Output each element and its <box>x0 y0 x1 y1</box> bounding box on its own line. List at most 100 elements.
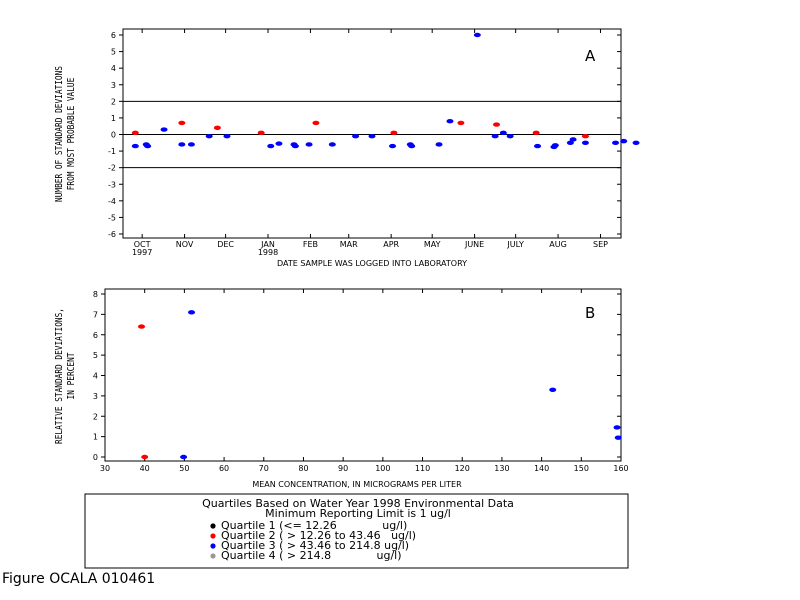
panel-b-xtick-label: 110 <box>415 464 430 473</box>
panel-a-ylabel-line1: NUMBER OF STANDARD DEVIATIONS <box>54 66 65 202</box>
panel-a-xtick-label: MAR <box>340 240 358 249</box>
panel-a-point <box>178 142 186 147</box>
panel-a-point <box>223 133 231 139</box>
panel-b-xtick-label: 90 <box>338 464 348 473</box>
panel-a-xtick-label: APR <box>383 240 399 249</box>
panel-a-points <box>131 32 640 150</box>
panel-b-xtick-label: 130 <box>494 464 509 473</box>
legend-item-label: Quartile 1 (<= 12.26 ug/l) <box>221 519 407 532</box>
panel-a-ytick-label: 1 <box>111 114 116 123</box>
panel-b-point <box>614 435 622 440</box>
panel-a-point <box>178 120 186 126</box>
figure-caption: Figure OCALA 010461 <box>2 571 156 587</box>
panel-b-xtick-label: 160 <box>613 464 628 473</box>
panel-a-point <box>506 133 514 139</box>
panel-b-point <box>549 387 557 392</box>
panel-b-xlabel: MEAN CONCENTRATION, IN MICROGRAMS PER LI… <box>252 480 462 489</box>
legend-title-line1: Quartiles Based on Water Year 1998 Envir… <box>202 497 514 510</box>
legend-items: Quartile 1 (<= 12.26 ug/l)Quartile 2 ( >… <box>210 519 416 562</box>
panel-b-point <box>613 425 621 430</box>
panel-a-ytick-label: -1 <box>108 147 116 156</box>
panel-a-ylabel-line2: FROM MOST PROBABLE VALUE <box>66 78 77 191</box>
panel-a-point <box>581 133 589 139</box>
panel-a-xtick-label: MAY <box>424 240 441 249</box>
panel-a-point <box>446 119 454 124</box>
panel-a-point <box>566 140 574 145</box>
panel-a-point <box>532 130 540 136</box>
panel-b-xtick-label: 140 <box>534 464 549 473</box>
legend: Quartiles Based on Water Year 1998 Envir… <box>84 493 629 569</box>
panel-a-ytick-label: 0 <box>111 131 116 140</box>
panel-b-ylabel-line1: RELATIVE STANDARD DEVIATIONS, <box>54 308 65 444</box>
panel-a-xlabel: DATE SAMPLE WAS LOGGED INTO LABORATORY <box>277 259 467 268</box>
panel-a-ytick-label: -2 <box>108 164 116 173</box>
panel-b-frame <box>104 288 622 462</box>
panel-b-xtick-label: 120 <box>455 464 470 473</box>
panel-a-y-axis: -6 -5 -4 -3 -2 -1 0 1 2 3 4 5 6 <box>108 31 621 239</box>
panel-a-point <box>390 130 398 136</box>
panel-b-xtick-label: 70 <box>259 464 269 473</box>
panel-a-ylabel: NUMBER OF STANDARD DEVIATIONS FROM MOST … <box>54 66 77 202</box>
panel-a-xtick-label: OCT <box>134 240 151 249</box>
panel-b-ytick-label: 1 <box>93 433 98 442</box>
panel-b-ylabel: RELATIVE STANDARD DEVIATIONS, IN PERCENT <box>54 308 77 444</box>
panel-b-ytick-label: 2 <box>93 412 98 421</box>
panel-b-xtick-label: 150 <box>574 464 589 473</box>
panel-b-ytick-label: 6 <box>93 331 98 340</box>
panel-a-xtick-label: JULY <box>506 240 524 249</box>
panel-a-point <box>291 143 299 149</box>
panel-a-point <box>213 125 221 131</box>
panel-a-point <box>352 133 360 139</box>
panel-a-point <box>257 130 265 136</box>
panel-b-point <box>188 310 196 315</box>
legend-title-line2: Minimum Reporting Limit is 1 ug/l <box>265 507 451 520</box>
panel-a-ytick-label: -4 <box>108 197 116 206</box>
panel-b-x-axis: 30 40 50 60 70 80 90 100 110 120 130 140 150 160 <box>100 289 629 473</box>
panel-b-y-axis: 0 1 2 3 4 5 6 7 8 <box>93 290 621 462</box>
panel-b-ytick-label: 5 <box>93 351 98 360</box>
panel-a-ytick-label: 6 <box>111 31 116 40</box>
panel-a-point <box>620 138 628 144</box>
panel-a-ytick-label: 2 <box>111 97 116 106</box>
panel-a-point <box>389 143 397 149</box>
panel-a-point <box>435 142 443 147</box>
panel-b-xtick-label: 100 <box>375 464 390 473</box>
panel-b-ytick-label: 7 <box>93 310 98 319</box>
legend-item-label: Quartile 2 ( > 12.26 to 43.46 ug/l) <box>221 529 416 542</box>
panel-a-xtick-label: AUG <box>549 240 567 249</box>
panel-a-point <box>408 143 416 149</box>
panel-a-ytick-label: -5 <box>108 213 116 222</box>
panel-a-point <box>581 140 589 145</box>
panel-a-xtick-label: SEP <box>593 240 608 249</box>
panel-b-points <box>138 310 622 460</box>
panel-a-point <box>144 143 152 149</box>
panel-b-ytick-label: 0 <box>93 453 98 462</box>
panel-b-xtick-label: 60 <box>219 464 229 473</box>
panel-b-xtick-label: 50 <box>179 464 189 473</box>
panel-a-ytick-label: -6 <box>108 230 116 239</box>
panel-a-xtick-year: 1997 <box>132 248 152 257</box>
panel-b-xtick-label: 30 <box>100 464 110 473</box>
panel-a-point <box>612 140 620 145</box>
panel-b-ytick-label: 3 <box>93 392 98 401</box>
panel-b-xtick-label: 80 <box>298 464 308 473</box>
panel-a-xtick-year: 1998 <box>258 248 278 257</box>
panel-a-point <box>131 130 139 136</box>
panel-a-point <box>275 141 283 146</box>
legend-marker <box>210 533 216 539</box>
panel-a-point <box>160 127 168 132</box>
panel-a-point <box>491 133 499 139</box>
panel-a-point <box>457 120 465 126</box>
legend-marker <box>210 523 216 529</box>
legend-marker <box>210 543 216 549</box>
panel-b-point <box>141 454 149 460</box>
panel-b-ytick-label: 8 <box>93 290 98 299</box>
panel-b: 0 1 2 3 4 5 6 7 8 30 40 50 60 70 80 90 100 110 120 130 140 1… <box>54 288 629 489</box>
panel-a-point <box>267 143 275 149</box>
panel-a-label: A <box>585 47 596 65</box>
panel-b-xtick-label: 40 <box>140 464 150 473</box>
panel-a-point <box>632 140 640 145</box>
